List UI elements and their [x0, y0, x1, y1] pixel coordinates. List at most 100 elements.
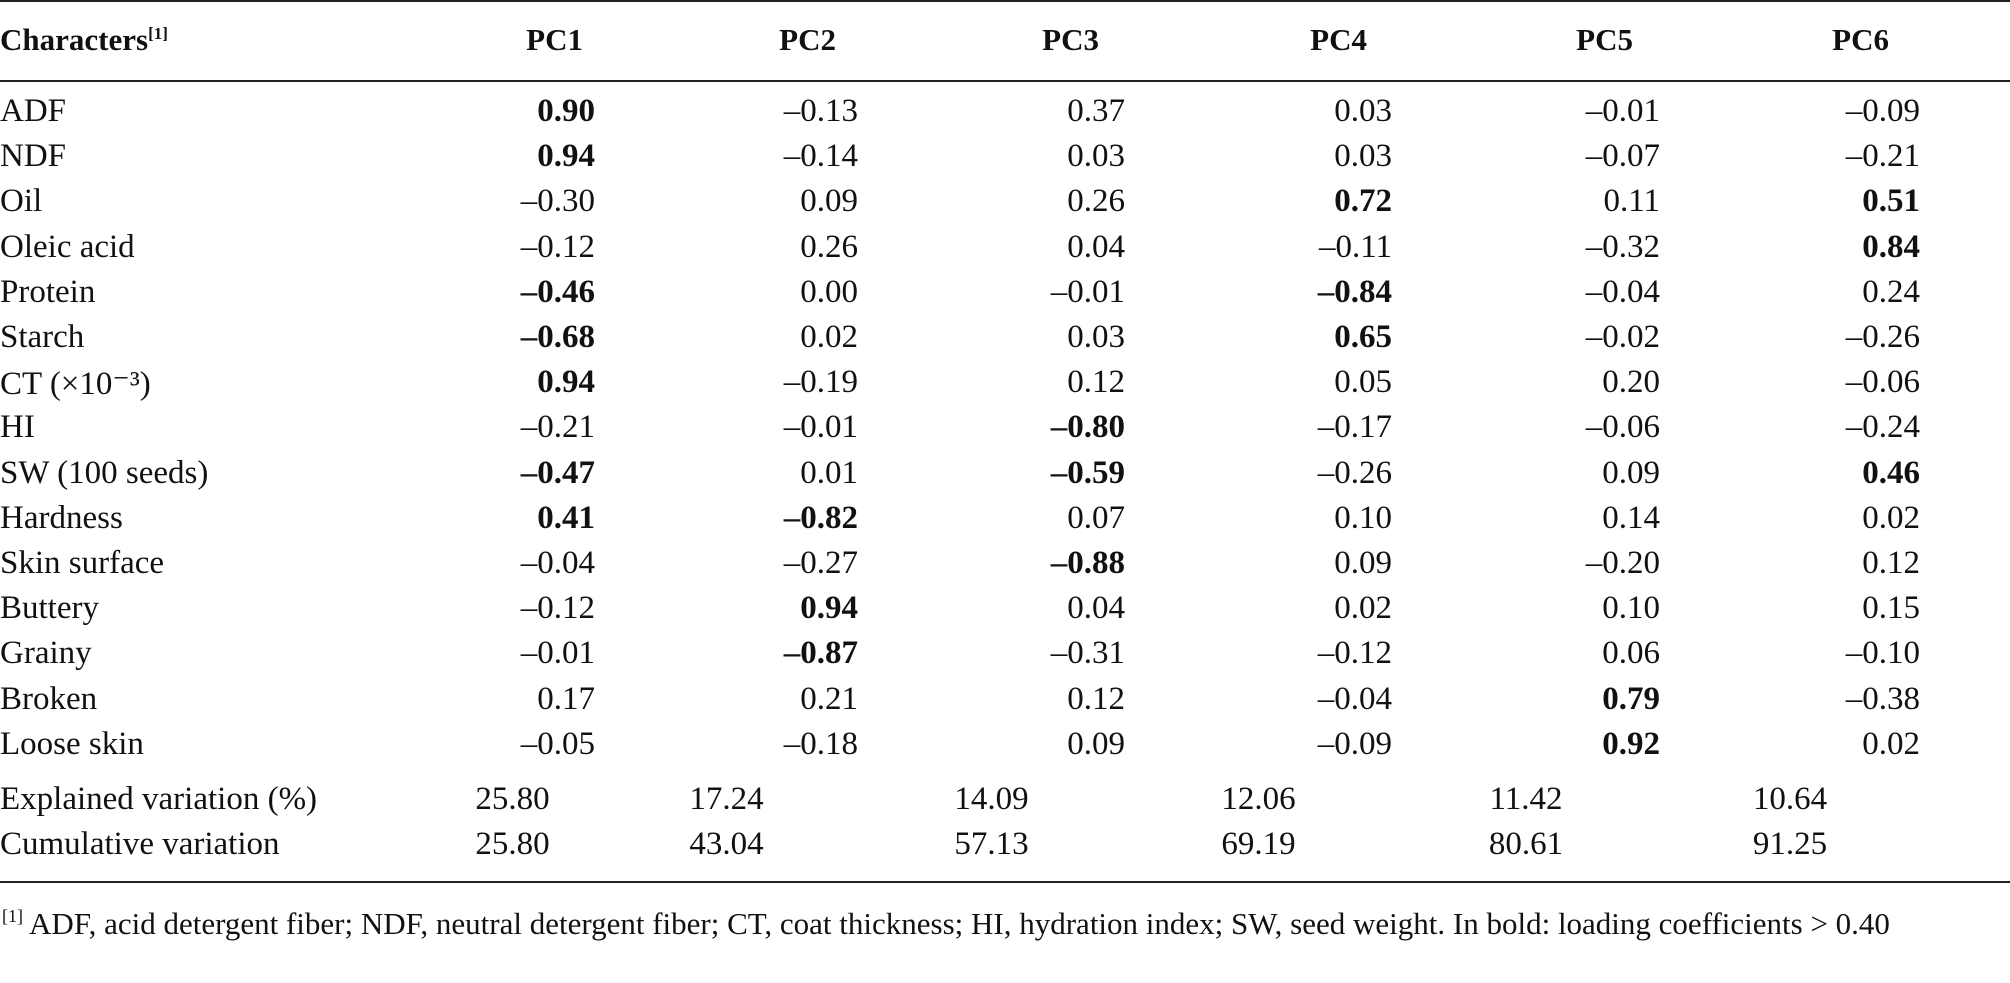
row-label: Explained variation (%) — [0, 780, 318, 817]
row-label: Starch — [0, 319, 85, 356]
cell-pc2: 0.94 — [800, 590, 858, 627]
row-pad — [1920, 179, 2010, 224]
cell-pc3: 0.03 — [1067, 138, 1125, 175]
row-label: HI — [0, 409, 35, 446]
header-pad — [1920, 0, 2010, 80]
table-bottom-rule — [0, 881, 2010, 883]
cell-pc6: –0.06 — [1845, 364, 1920, 401]
column-header-pc3: PC3 — [1042, 22, 1099, 57]
table-row: ADF 0.90 –0.13 0.37 0.03 –0.01 –0.09 — [0, 89, 2010, 134]
cell-pc1: 25.80 — [475, 780, 550, 817]
cell-pc5: 0.20 — [1602, 364, 1660, 401]
cell-pc4: 0.65 — [1334, 319, 1392, 356]
characters-header-label: Characters — [0, 22, 149, 57]
cell-pc1: –0.05 — [520, 725, 595, 762]
cell-pc4: –0.26 — [1317, 454, 1392, 491]
cell-pc4: –0.17 — [1317, 409, 1392, 446]
row-pad — [1920, 270, 2010, 315]
cell-pc2: 0.01 — [800, 454, 858, 491]
cell-pc3: 14.09 — [954, 780, 1029, 817]
column-header-pc5: PC5 — [1576, 22, 1633, 57]
cell-pc5: 0.92 — [1602, 725, 1660, 762]
cell-pc2: 17.24 — [689, 780, 764, 817]
cell-pc2: –0.14 — [783, 138, 858, 175]
cell-pc2: –0.19 — [783, 364, 858, 401]
column-header-pc4: PC4 — [1310, 22, 1367, 57]
cell-pc2: 0.09 — [800, 183, 858, 220]
cell-pc5: 0.14 — [1602, 499, 1660, 536]
table-row: Broken 0.17 0.21 0.12 –0.04 0.79 –0.38 — [0, 676, 2010, 721]
cell-pc5: –0.20 — [1585, 544, 1660, 581]
cell-pc6: 0.24 — [1862, 273, 1920, 310]
cell-pc3: –0.01 — [1050, 273, 1125, 310]
column-header-pc1: PC1 — [526, 22, 583, 57]
cell-pc2: –0.27 — [783, 544, 858, 581]
cell-pc6: –0.21 — [1845, 138, 1920, 175]
row-label: Oleic acid — [0, 228, 135, 265]
row-pad — [1920, 541, 2010, 586]
row-pad — [1920, 225, 2010, 270]
row-label: ADF — [0, 93, 67, 130]
cell-pc1: 0.94 — [537, 364, 595, 401]
footnote-text: ADF, acid detergent fiber; NDF, neutral … — [23, 906, 1890, 941]
row-pad — [1920, 134, 2010, 179]
cell-pc4: –0.12 — [1317, 635, 1392, 672]
table-row: NDF 0.94 –0.14 0.03 0.03 –0.07 –0.21 — [0, 134, 2010, 179]
table-row: Grainy –0.01 –0.87 –0.31 –0.12 0.06 –0.10 — [0, 631, 2010, 676]
table-row: Oleic acid –0.12 0.26 0.04 –0.11 –0.32 0.84 — [0, 225, 2010, 270]
row-label: Oil — [0, 183, 43, 220]
row-pad — [1920, 631, 2010, 676]
cell-pc4: 0.05 — [1334, 364, 1392, 401]
row-label: Protein — [0, 273, 96, 310]
row-pad — [1920, 405, 2010, 450]
pca-loadings-table: Characters[1] PC1 PC2 PC3 PC4 PC5 PC6 AD… — [0, 0, 2010, 867]
cell-pc6: 0.12 — [1862, 544, 1920, 581]
row-label: CT (×10⁻³) — [0, 365, 151, 402]
cell-pc3: –0.80 — [1050, 409, 1125, 446]
table-row: Starch –0.68 0.02 0.03 0.65 –0.02 –0.26 — [0, 315, 2010, 360]
row-label: NDF — [0, 138, 67, 175]
row-pad — [1920, 676, 2010, 721]
characters-header: Characters[1] — [0, 0, 430, 80]
row-pad — [1920, 722, 2010, 767]
cell-pc5: 11.42 — [1489, 780, 1563, 817]
table-row: Loose skin –0.05 –0.18 0.09 –0.09 0.92 0.02 — [0, 722, 2010, 767]
cell-pc5: –0.07 — [1585, 138, 1660, 175]
cell-pc6: 0.02 — [1862, 499, 1920, 536]
row-label: SW (100 seeds) — [0, 454, 209, 491]
cell-pc1: –0.12 — [520, 228, 595, 265]
header-row: Characters[1] PC1 PC2 PC3 PC4 PC5 PC6 — [0, 0, 2010, 80]
cell-pc3: 0.12 — [1067, 364, 1125, 401]
column-header-pc2: PC2 — [779, 22, 836, 57]
cell-pc6: 0.02 — [1862, 725, 1920, 762]
cell-pc6: 0.84 — [1862, 228, 1920, 265]
row-label: Hardness — [0, 499, 123, 536]
cell-pc5: 0.09 — [1602, 454, 1660, 491]
cell-pc3: 0.04 — [1067, 228, 1125, 265]
spacer-row — [0, 80, 2010, 89]
table-header-rule — [0, 80, 2010, 82]
cell-pc6: 0.46 — [1862, 454, 1920, 491]
cell-pc5: –0.02 — [1585, 319, 1660, 356]
cell-pc3: 0.03 — [1067, 319, 1125, 356]
table-row: HI –0.21 –0.01 –0.80 –0.17 –0.06 –0.24 — [0, 405, 2010, 450]
cell-pc3: –0.59 — [1050, 454, 1125, 491]
summary-row: Explained variation (%) 25.80 17.24 14.09 12… — [0, 777, 2010, 822]
cell-pc6: 10.64 — [1752, 780, 1828, 817]
column-header-pc6: PC6 — [1832, 22, 1889, 57]
row-label: Loose skin — [0, 725, 144, 762]
table-body: ADF 0.90 –0.13 0.37 0.03 –0.01 –0.09 NDF 0.94 –0.… — [0, 80, 2010, 867]
cell-pc6: –0.26 — [1845, 319, 1920, 356]
cell-pc2: 0.00 — [800, 273, 858, 310]
cell-pc2: –0.18 — [783, 725, 858, 762]
cell-pc3: 0.07 — [1067, 499, 1125, 536]
cell-pc6: –0.10 — [1845, 635, 1920, 672]
row-label: Grainy — [0, 635, 92, 672]
cell-pc1: 0.90 — [537, 93, 595, 130]
cell-pc2: –0.01 — [783, 409, 858, 446]
table-top-rule — [0, 0, 2010, 2]
cell-pc2: 0.02 — [800, 319, 858, 356]
cell-pc4: 0.02 — [1334, 590, 1392, 627]
cell-pc6: –0.09 — [1845, 93, 1920, 130]
table-row: Buttery –0.12 0.94 0.04 0.02 0.10 0.15 — [0, 586, 2010, 631]
